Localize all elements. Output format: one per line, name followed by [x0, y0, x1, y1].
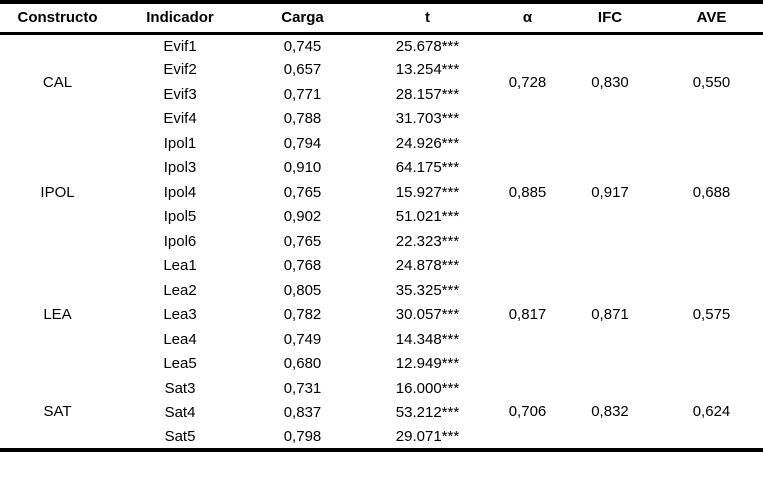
t-cell: 14.348*** [395, 330, 460, 348]
carga-cell: 0,749 [283, 330, 322, 348]
t-cell: 15.927*** [395, 183, 460, 201]
header-ave: AVE [696, 9, 727, 27]
header-ifc: IFC [597, 9, 623, 27]
carga-cell: 0,765 [283, 232, 322, 250]
indicador-cell: Evif3 [163, 85, 197, 103]
carga-cell: 0,837 [283, 404, 322, 422]
t-cell: 24.926*** [395, 134, 460, 152]
carga-cell: 0,680 [283, 355, 322, 373]
table-row: Sat4 0,837 53.212*** [0, 401, 763, 426]
table-row: Lea3 0,782 30.057*** [0, 303, 763, 328]
t-cell: 29.071*** [395, 427, 460, 445]
ave-cell: 0,688 [692, 183, 731, 201]
header-constructo: Constructo [17, 9, 98, 27]
carga-cell: 0,731 [283, 379, 322, 397]
t-cell: 30.057*** [395, 306, 460, 324]
table-row: Lea5 0,680 12.949*** [0, 352, 763, 377]
indicador-cell: Evif4 [163, 110, 197, 128]
indicador-cell: Lea4 [163, 330, 197, 348]
header-row: Constructo Indicador Carga t α IFC AVE [0, 2, 763, 33]
table-body: CAL Evif1 0,745 25.678*** 0,728 0,830 0,550 Evi… [0, 33, 763, 450]
table-row: Evif2 0,657 13.254*** [0, 58, 763, 83]
indicador-cell: Ipol3 [163, 159, 197, 177]
ifc-cell: 0,830 [591, 74, 629, 92]
ave-cell: 0,575 [692, 306, 731, 324]
indicador-cell: Lea5 [163, 355, 197, 373]
t-cell: 53.212*** [395, 404, 460, 422]
measurement-model-table: Constructo Indicador Carga t α IFC AVE C… [0, 0, 763, 452]
table-row: IPOL Ipol1 0,794 24.926*** 0,885 0,917 0,688 [0, 131, 763, 201]
table-row: SAT Sat3 0,731 16.000*** 0,706 0,832 0,624 [0, 376, 763, 421]
constructo-cell: LEA [43, 306, 72, 324]
t-cell: 22.323*** [395, 232, 460, 250]
ifc-cell: 0,917 [591, 183, 629, 201]
carga-cell: 0,910 [283, 159, 322, 177]
t-cell: 13.254*** [395, 61, 460, 79]
carga-cell: 0,768 [283, 257, 322, 275]
indicador-cell: Ipol1 [163, 134, 197, 152]
indicador-cell: Lea2 [163, 281, 197, 299]
ave-cell: 0,550 [692, 74, 731, 92]
table-row: Ipol5 0,902 51.021*** [0, 205, 763, 230]
table-row: LEA Lea1 0,768 24.878*** 0,817 0,871 0,575 [0, 254, 763, 323]
carga-cell: 0,798 [283, 427, 322, 445]
carga-cell: 0,745 [283, 37, 322, 55]
table-row: CAL Evif1 0,745 25.678*** 0,728 0,830 0,550 [0, 33, 763, 92]
alpha-cell: 0,885 [508, 183, 547, 201]
table-row: Lea2 0,805 35.325*** [0, 278, 763, 303]
carga-cell: 0,771 [283, 85, 322, 103]
ave-cell: 0,624 [692, 403, 731, 421]
t-cell: 12.949*** [395, 355, 460, 373]
table-row: Sat5 0,798 29.071*** [0, 425, 763, 450]
table-row: Ipol4 0,765 15.927*** [0, 180, 763, 205]
alpha-cell: 0,706 [508, 403, 547, 421]
table-row: Ipol3 0,910 64.175*** [0, 156, 763, 181]
indicador-cell: Ipol6 [163, 232, 197, 250]
ifc-cell: 0,871 [591, 306, 629, 324]
table-row: Evif4 0,788 31.703*** [0, 107, 763, 132]
t-cell: 31.703*** [395, 110, 460, 128]
header-alpha: α [522, 9, 533, 27]
constructo-cell: SAT [43, 403, 72, 421]
header-carga: Carga [281, 9, 324, 27]
t-cell: 16.000*** [395, 379, 460, 397]
constructo-cell: IPOL [40, 183, 75, 201]
t-cell: 28.157*** [395, 85, 460, 103]
indicador-cell: Sat3 [164, 379, 196, 397]
table-row: Lea4 0,749 14.348*** [0, 327, 763, 352]
alpha-cell: 0,817 [508, 306, 547, 324]
carga-cell: 0,765 [283, 183, 322, 201]
t-cell: 35.325*** [395, 281, 460, 299]
carga-cell: 0,794 [283, 134, 322, 152]
indicador-cell: Ipol5 [163, 208, 197, 226]
indicador-cell: Ipol4 [163, 183, 197, 201]
ifc-cell: 0,832 [591, 403, 629, 421]
carga-cell: 0,657 [283, 61, 322, 79]
header-indicador: Indicador [146, 9, 214, 27]
alpha-cell: 0,728 [508, 74, 547, 92]
carga-cell: 0,788 [283, 110, 322, 128]
indicador-cell: Lea3 [163, 306, 197, 324]
table-row: Evif3 0,771 28.157*** [0, 82, 763, 107]
carga-cell: 0,805 [283, 281, 322, 299]
t-cell: 24.878*** [395, 257, 460, 275]
indicador-cell: Lea1 [163, 257, 197, 275]
carga-cell: 0,782 [283, 306, 322, 324]
constructo-cell: CAL [42, 74, 73, 92]
t-cell: 51.021*** [395, 208, 460, 226]
indicador-cell: Sat4 [164, 404, 196, 422]
indicador-cell: Sat5 [164, 427, 196, 445]
indicador-cell: Evif1 [163, 37, 197, 55]
t-cell: 64.175*** [395, 159, 460, 177]
header-t: t [425, 9, 430, 27]
indicador-cell: Evif2 [163, 61, 197, 79]
table-row: Ipol6 0,765 22.323*** [0, 229, 763, 254]
t-cell: 25.678*** [395, 37, 460, 55]
carga-cell: 0,902 [283, 208, 322, 226]
